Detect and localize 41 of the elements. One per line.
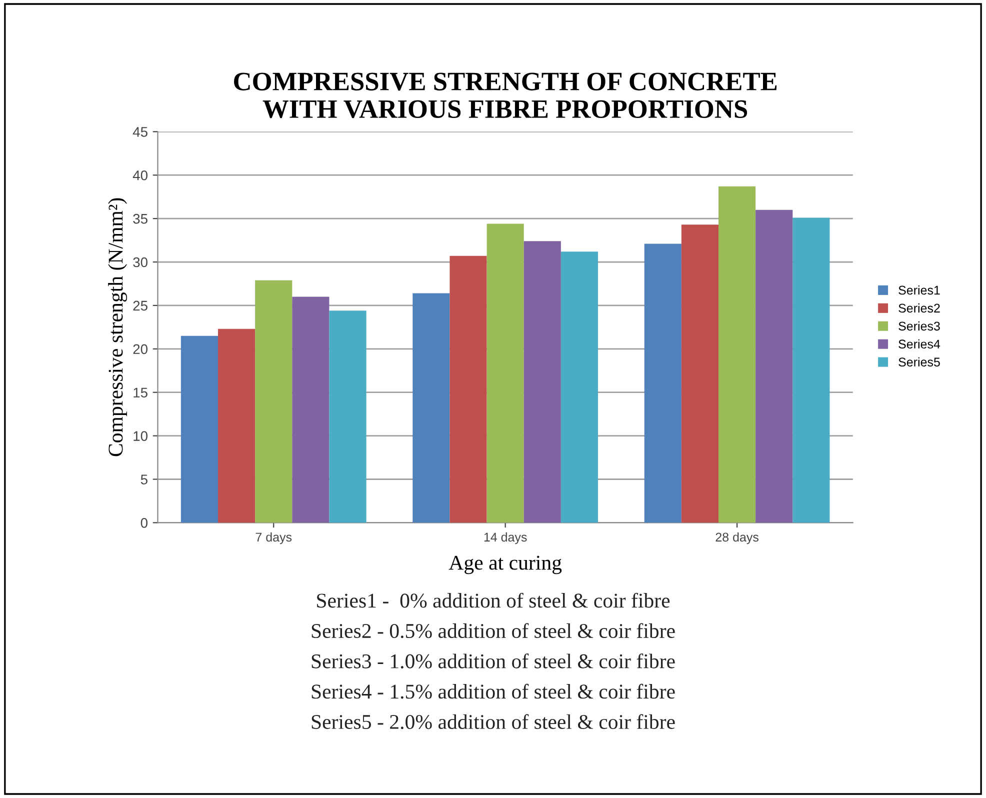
y-tick-label: 25 (133, 300, 148, 311)
bar (681, 224, 718, 523)
bar (412, 293, 450, 523)
text: Series2 - 0.5% addition of steel & coir fibre (312, 623, 675, 638)
y-tick-label: 30 (133, 257, 148, 268)
y-tick-label: 20 (133, 344, 148, 354)
bar (718, 186, 756, 523)
y-tick-label: 5 (140, 474, 148, 484)
y-tick-label: 0 (140, 518, 148, 528)
text: Series5 - 2.0% addition of steel & coir fibre (312, 714, 675, 730)
bar (524, 241, 561, 523)
legend-label: Series4 (898, 339, 940, 349)
x-tick-label: 14 days (484, 532, 527, 544)
y-tick-label: 35 (133, 214, 148, 224)
y-axis-title: Compressive strength (N/mm²) (108, 198, 128, 456)
legend-label: Series3 (898, 321, 940, 331)
text: Series4 - 1.5% addition of steel & coir fibre (312, 684, 675, 699)
bar (450, 256, 487, 523)
y-tick-label: 10 (134, 431, 148, 441)
bar (644, 244, 682, 523)
y-tick-label: 40 (132, 170, 148, 180)
x-tick-label: 28 days (716, 532, 758, 544)
legend-label: Series2 (898, 303, 940, 313)
chart-title: COMPRESSIVE STRENGTH OF CONCRETE WITH VARIOUS FIBRE PROPORTIONS (234, 72, 777, 118)
bar (329, 310, 366, 523)
y-tick-label: 45 (132, 127, 148, 137)
bar (292, 296, 330, 523)
bar (792, 218, 830, 523)
bar (255, 280, 292, 523)
x-tick-label: 7 days (256, 532, 292, 544)
legend-label: Series5 (898, 357, 940, 367)
y-tick-label: 15 (134, 388, 148, 398)
bar (180, 336, 218, 523)
text: Series1 - 0% addition of steel & coir fibre (317, 592, 670, 608)
bar (756, 210, 793, 523)
bar (218, 328, 256, 523)
x-axis-title: Age at curing (448, 556, 562, 574)
legend-label: Series1 (898, 285, 940, 295)
bar (560, 252, 598, 523)
text: Series3 - 1.0% addition of steel & coir fibre (312, 653, 675, 668)
bar (486, 224, 524, 523)
